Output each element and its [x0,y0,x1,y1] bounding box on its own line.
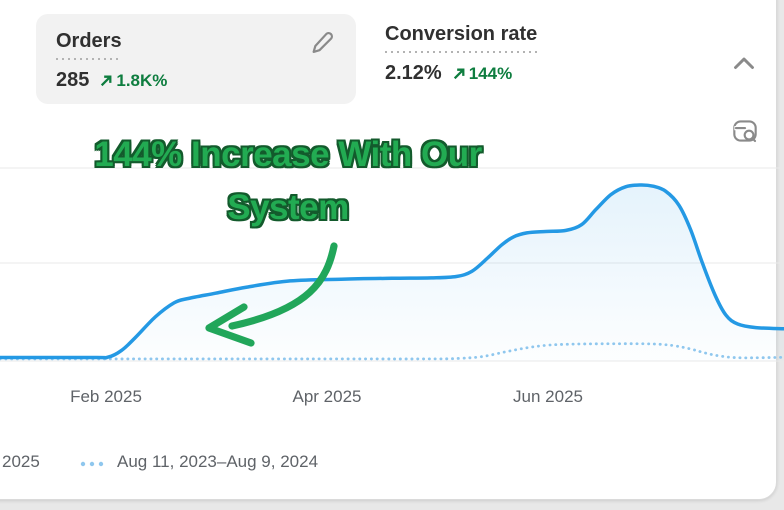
legend-current-period: 2025 [2,452,40,471]
previous-period-line [0,342,784,361]
pencil-icon [312,32,333,53]
conversion-rate-label: Conversion rate [385,22,538,53]
metric-card-conversion-rate[interactable]: Conversion rate 2.12% 144% [385,22,675,85]
x-tick-feb: Feb 2025 [70,387,142,406]
conversion-rate-value: 2.12% [385,62,442,84]
trend-up-icon [453,68,465,79]
metric-card-orders[interactable]: Orders 285 1.8K% [36,14,356,104]
x-tick-apr: Apr 2025 [292,387,362,406]
x-tick-jun: Jun 2025 [513,387,583,406]
trend-up-icon [101,75,112,86]
legend-previous-period: Aug 11, 2023–Aug 9, 2024 [117,452,319,471]
current-period-area [0,184,784,361]
edit-metric-button[interactable] [310,29,336,55]
chevron-up-icon [734,57,754,69]
orders-delta: 1.8K% [99,71,167,91]
conversion-rate-delta: 144% [452,64,512,84]
view-data-button[interactable] [729,115,761,147]
collapse-chart-button[interactable] [731,51,757,75]
orders-label: Orders [56,29,122,60]
inspect-data-magnifier-icon [733,120,757,143]
orders-value: 285 [56,69,90,91]
current-period-line [0,183,784,360]
dotted-line-marker-icon [80,461,104,467]
x-axis: Feb 2025 Apr 2025 Jun 2025 [0,387,784,409]
chart-legend: 2025 Aug 11, 2023–Aug 9, 2024 [0,452,500,476]
annotation-curved-arrow [205,242,338,347]
orders-line-chart[interactable] [0,160,784,372]
